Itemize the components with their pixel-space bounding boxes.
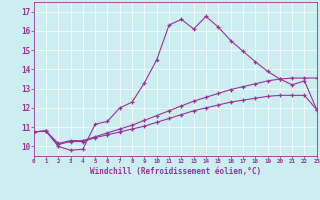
X-axis label: Windchill (Refroidissement éolien,°C): Windchill (Refroidissement éolien,°C) (90, 167, 261, 176)
